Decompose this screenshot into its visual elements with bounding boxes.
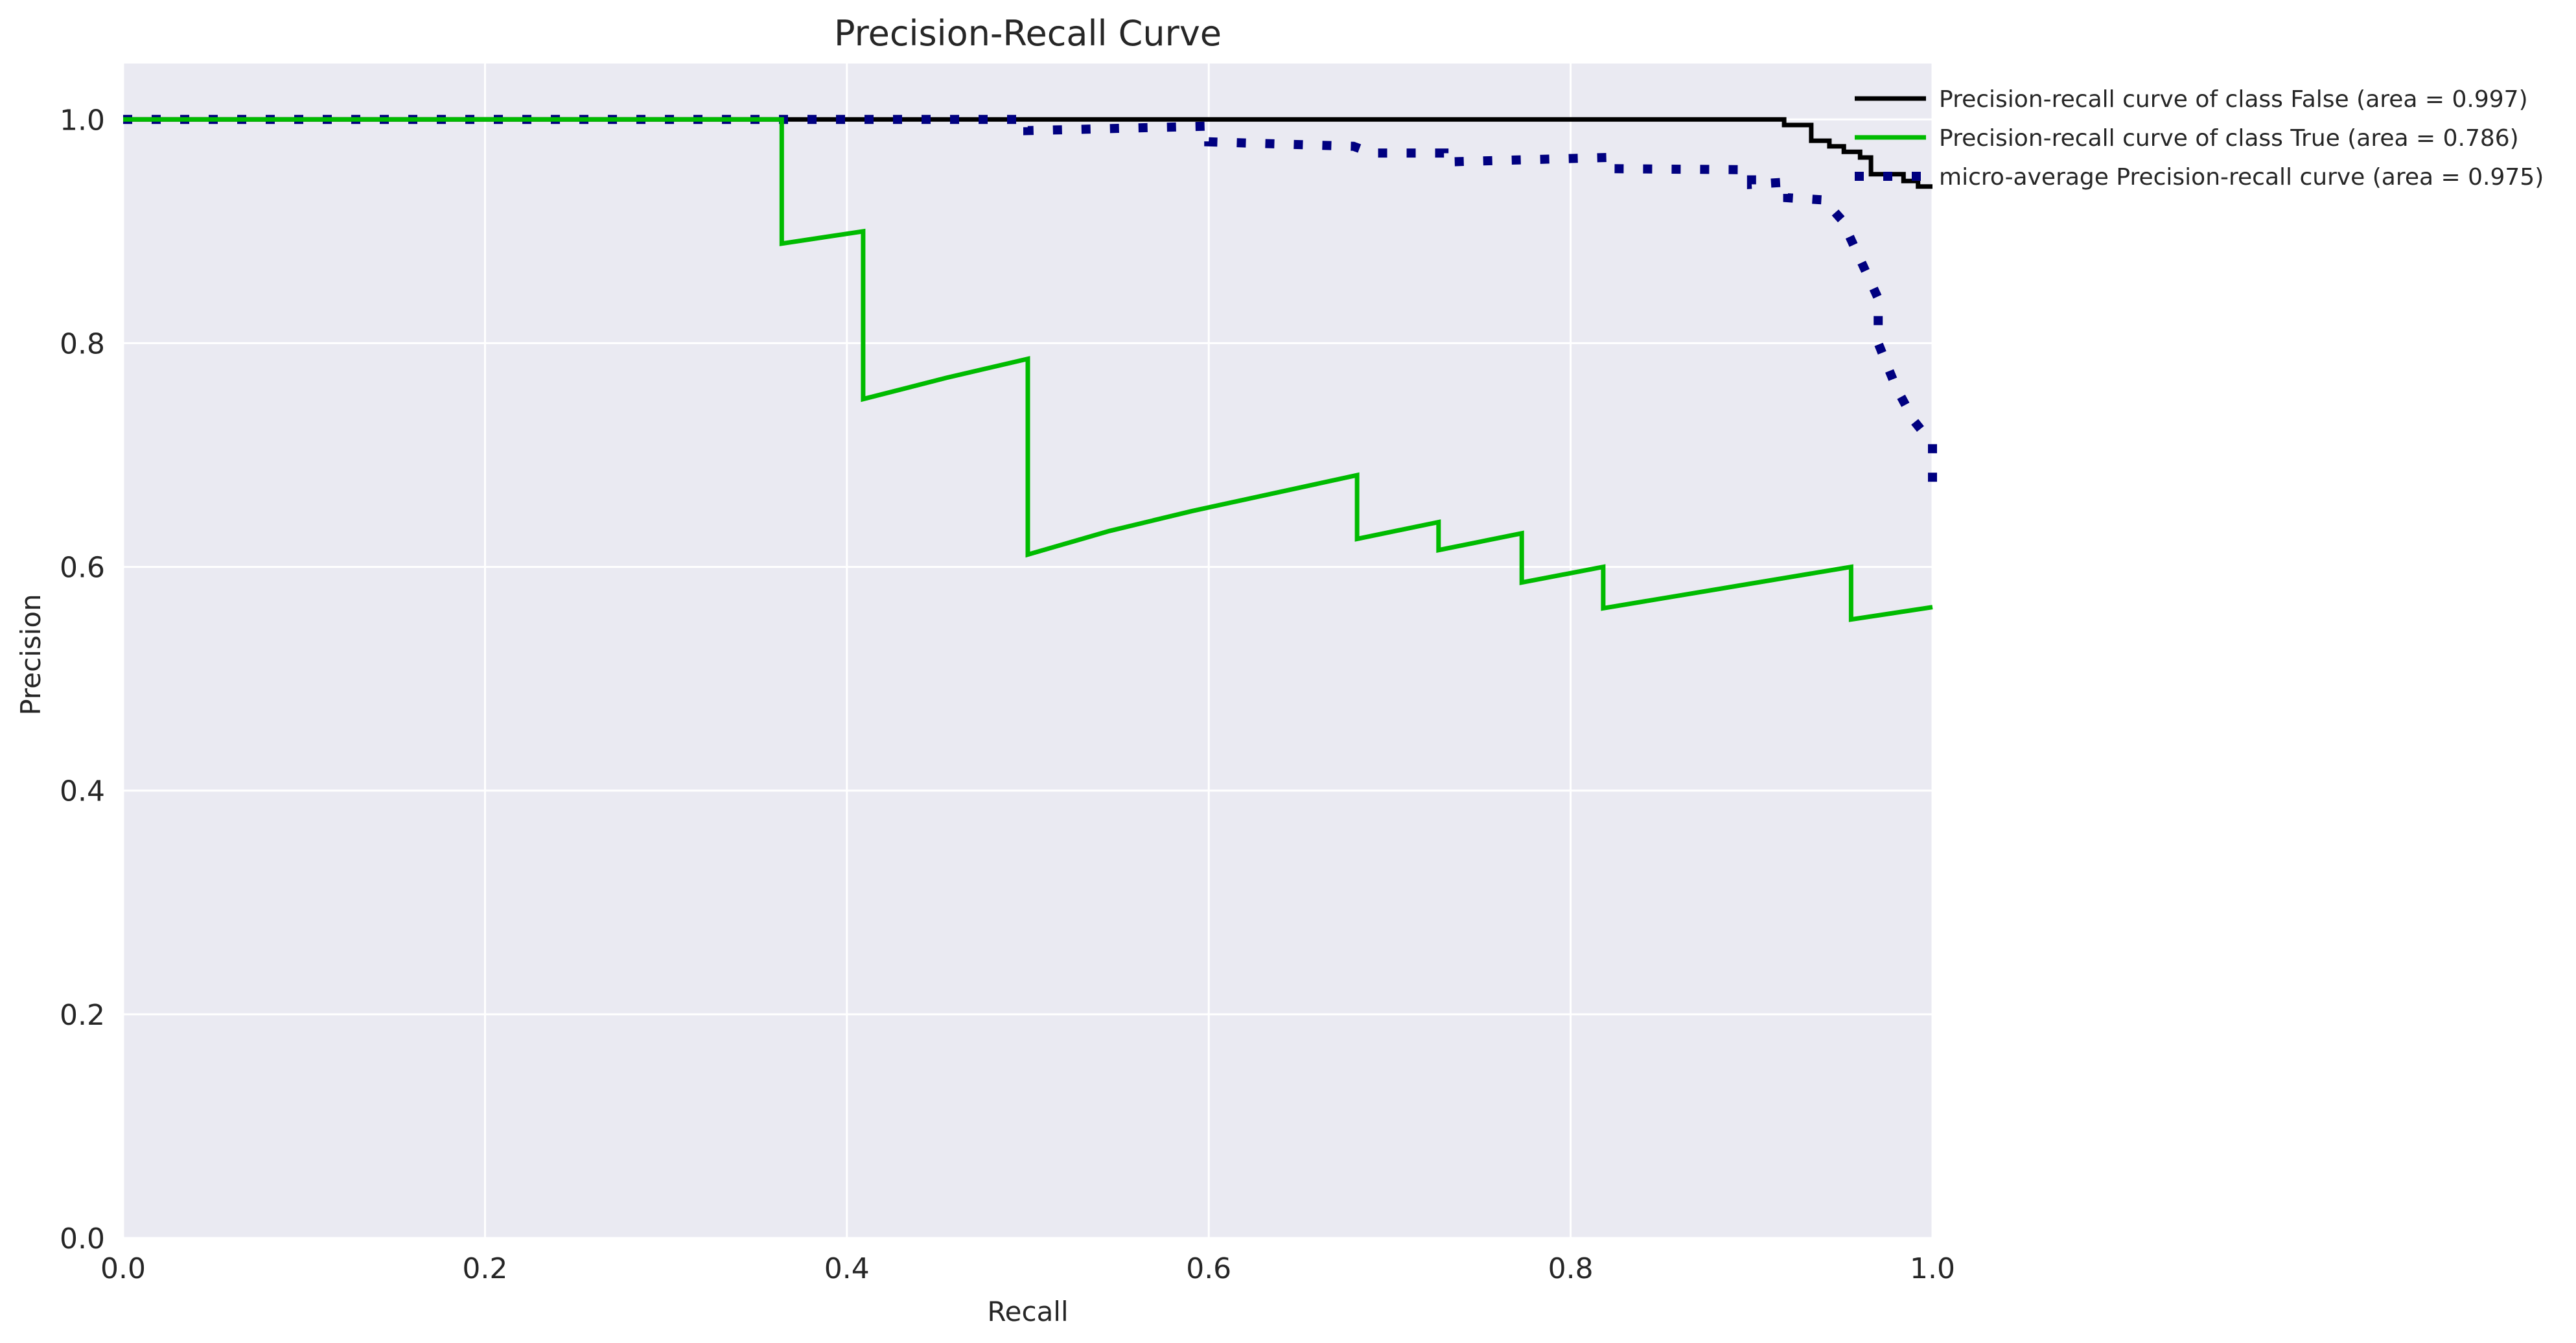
legend-label-0: Precision-recall curve of class False (a… bbox=[1939, 86, 2528, 113]
x-tick-label: 0.4 bbox=[824, 1252, 870, 1285]
axis-ticks: 0.0 0.2 0.4 0.6 0.8 1.0 0.0 0.2 0.4 0.6 0.8 1.0 bbox=[60, 104, 1955, 1285]
y-tick-label: 0.8 bbox=[60, 327, 105, 360]
y-tick-label: 0.4 bbox=[60, 775, 105, 808]
y-tick-label: 1.0 bbox=[60, 104, 105, 137]
series-line-2 bbox=[123, 115, 1937, 495]
y-tick-label: 0.2 bbox=[60, 999, 105, 1032]
plot-area bbox=[123, 64, 1932, 1238]
x-tick-label: 1.0 bbox=[1910, 1252, 1955, 1285]
x-tick-label: 0.6 bbox=[1186, 1252, 1231, 1285]
legend-label-1: Precision-recall curve of class True (ar… bbox=[1939, 125, 2519, 152]
legend: Precision-recall curve of class False (a… bbox=[1855, 86, 2544, 191]
x-axis-label: Recall bbox=[987, 1296, 1068, 1327]
x-tick-label: 0.0 bbox=[100, 1252, 146, 1285]
y-axis-label: Precision bbox=[15, 594, 47, 715]
series-lines bbox=[123, 115, 1937, 622]
y-tick-label: 0.0 bbox=[60, 1222, 105, 1255]
y-tick-label: 0.6 bbox=[60, 552, 105, 585]
series-line-0 bbox=[123, 117, 1932, 189]
legend-label-2: micro-average Precision-recall curve (ar… bbox=[1939, 164, 2544, 191]
x-tick-label: 0.8 bbox=[1548, 1252, 1594, 1285]
x-tick-label: 0.2 bbox=[462, 1252, 507, 1285]
chart-title: Precision-Recall Curve bbox=[834, 13, 1222, 54]
series-line-1 bbox=[123, 117, 1933, 622]
